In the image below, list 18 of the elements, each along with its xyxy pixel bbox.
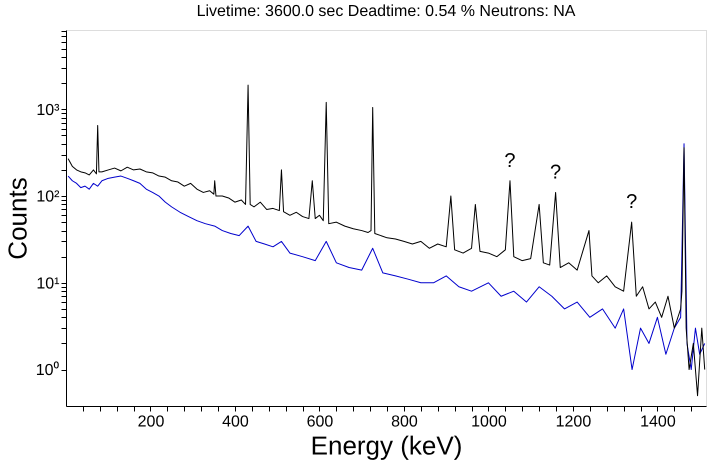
x-tick-label: 800 bbox=[391, 414, 418, 430]
annotation: ? bbox=[504, 150, 516, 172]
chart-title: Livetime: 3600.0 sec Deadtime: 0.54 % Neutrons: NA bbox=[196, 2, 576, 20]
x-tick-label: 600 bbox=[306, 414, 334, 430]
line-series bbox=[68, 143, 706, 370]
annotation: ? bbox=[626, 191, 638, 214]
y-tick-label: 10² bbox=[36, 188, 60, 206]
x-tick-label: 1400 bbox=[640, 414, 676, 430]
y-tick-label: 10³ bbox=[36, 102, 60, 119]
y-tick-label: 10⁰ bbox=[36, 361, 60, 380]
annotation: ? bbox=[550, 161, 562, 184]
x-tick-label: 1200 bbox=[556, 414, 592, 430]
x-tick-label: 1000 bbox=[471, 414, 507, 430]
x-axis-title: Energy (keV) bbox=[310, 430, 462, 460]
y-tick-label: 10¹ bbox=[36, 275, 60, 292]
x-tick-label: 200 bbox=[138, 414, 164, 430]
y-axis-title: Counts bbox=[2, 177, 33, 260]
x-tick-label: 400 bbox=[222, 414, 249, 430]
